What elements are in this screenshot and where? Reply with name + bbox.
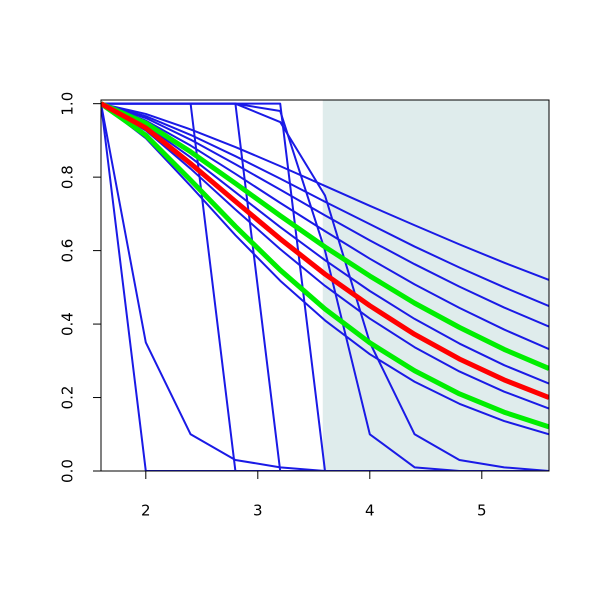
series-line [101, 102, 549, 385]
series-line [101, 102, 549, 350]
y-tick-label: 0.8 [59, 165, 77, 189]
x-tick-label: 5 [477, 502, 487, 520]
series-line [101, 102, 549, 436]
series-line [101, 101, 549, 430]
series-line [101, 101, 549, 400]
x-tick-label: 3 [253, 502, 263, 520]
series-line [101, 103, 549, 471]
plot-frame [100, 99, 550, 472]
y-tick-label: 0.0 [59, 459, 77, 483]
series-line [101, 102, 549, 410]
series-line [101, 102, 549, 471]
x-tick-label: 2 [141, 502, 151, 520]
y-tick-label: 0.2 [59, 386, 77, 410]
series-line [101, 102, 549, 281]
x-tick-label: 4 [365, 502, 375, 520]
y-tick-label: 1.0 [59, 92, 77, 116]
series-line [101, 102, 549, 307]
y-tick-label: 0.4 [59, 312, 77, 336]
series-line [101, 101, 549, 371]
series-line [101, 102, 549, 328]
plot-area [101, 101, 549, 471]
y-tick-label: 0.6 [59, 239, 77, 263]
